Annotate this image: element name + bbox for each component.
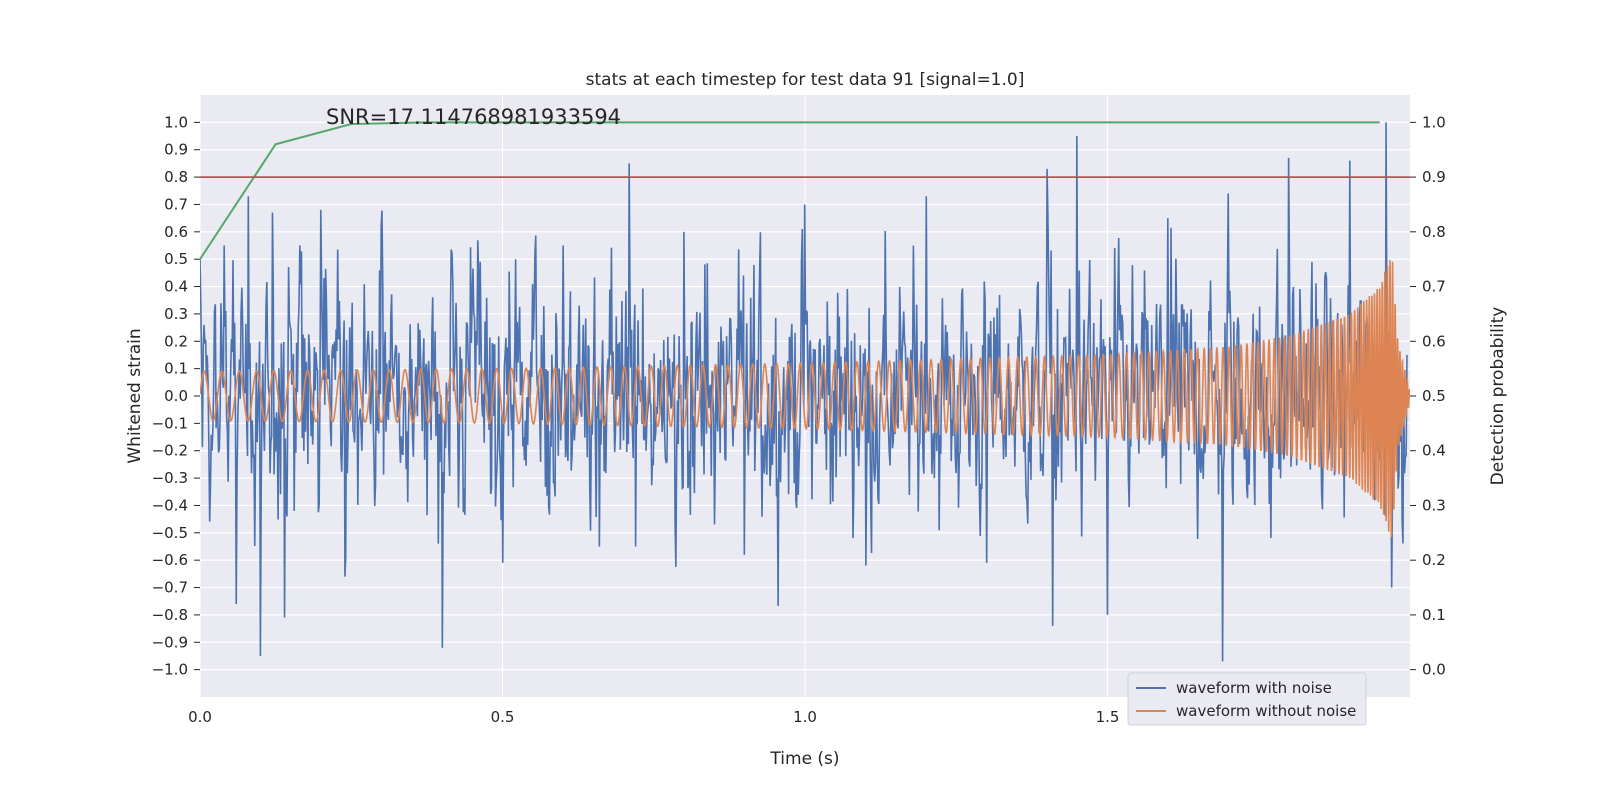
y-left-tick-label: 0.0 bbox=[164, 387, 188, 405]
y-left-tick-label: −0.2 bbox=[152, 442, 188, 460]
y-axis-left-label: Whitened strain bbox=[125, 328, 145, 463]
y-right-tick-label: 0.8 bbox=[1422, 223, 1446, 241]
y-left-tick-label: −0.6 bbox=[152, 551, 188, 569]
y-left-tick-label: 0.9 bbox=[164, 141, 188, 159]
y-left-tick-label: −0.7 bbox=[152, 579, 188, 597]
y-left-tick-label: 0.5 bbox=[164, 250, 188, 268]
y-left-tick-label: −0.4 bbox=[152, 496, 188, 514]
y-right-tick-label: 0.7 bbox=[1422, 278, 1446, 296]
y-right-tick-label: 1.0 bbox=[1422, 113, 1446, 131]
y-left-tick-label: 0.6 bbox=[164, 223, 188, 241]
y-left-tick-label: 0.1 bbox=[164, 360, 188, 378]
y-left-tick-label: 0.7 bbox=[164, 195, 188, 213]
y-left-tick-label: 0.2 bbox=[164, 332, 188, 350]
x-tick-label: 1.0 bbox=[793, 708, 817, 726]
snr-annotation: SNR=17.114768981933594 bbox=[326, 105, 621, 129]
x-tick-label: 1.5 bbox=[1096, 708, 1120, 726]
legend: waveform with noise waveform without noi… bbox=[1127, 672, 1367, 726]
y-left-tick-label: −0.5 bbox=[152, 524, 188, 542]
y-left-tick-label: −1.0 bbox=[152, 661, 188, 679]
legend-label-noisy: waveform with noise bbox=[1176, 679, 1332, 697]
y-left-tick-label: 0.3 bbox=[164, 305, 188, 323]
y-right-tick-label: 0.6 bbox=[1422, 332, 1446, 350]
y-right-tick-label: 0.9 bbox=[1422, 168, 1446, 186]
y-right-tick-label: 0.3 bbox=[1422, 496, 1446, 514]
y-left-tick-label: −0.3 bbox=[152, 469, 188, 487]
y-left-tick-label: 0.4 bbox=[164, 278, 188, 296]
y-left-tick-label: −0.9 bbox=[152, 633, 188, 651]
y-right-tick-label: 0.0 bbox=[1422, 661, 1446, 679]
legend-label-clean: waveform without noise bbox=[1176, 702, 1356, 720]
y-axis-right-label: Detection probability bbox=[1488, 307, 1508, 486]
y-right-tick-label: 0.4 bbox=[1422, 442, 1446, 460]
y-left-tick-label: 0.8 bbox=[164, 168, 188, 186]
y-right-tick-label: 0.5 bbox=[1422, 387, 1446, 405]
y-left-tick-label: 1.0 bbox=[164, 113, 188, 131]
y-left-tick-label: −0.1 bbox=[152, 414, 188, 432]
x-tick-label: 0.0 bbox=[188, 708, 212, 726]
series-detection-probability bbox=[200, 121, 1380, 260]
y-left-tick-label: −0.8 bbox=[152, 606, 188, 624]
tick-labels: 0.0 0.5 1.0 1.5 −1.0 −0.9 −0.8 −0.7 −0.6 −0.5 −0.4… bbox=[152, 113, 1446, 726]
series-layer bbox=[200, 121, 1410, 662]
chart-title: stats at each timestep for test data 91 … bbox=[586, 70, 1025, 90]
x-axis-label: Time (s) bbox=[769, 749, 839, 769]
legend-box bbox=[1127, 672, 1367, 726]
series-clean-waveform bbox=[200, 259, 1410, 538]
y-right-tick-label: 0.1 bbox=[1422, 606, 1446, 624]
y-right-tick-label: 0.2 bbox=[1422, 551, 1446, 569]
x-tick-label: 0.5 bbox=[491, 708, 515, 726]
